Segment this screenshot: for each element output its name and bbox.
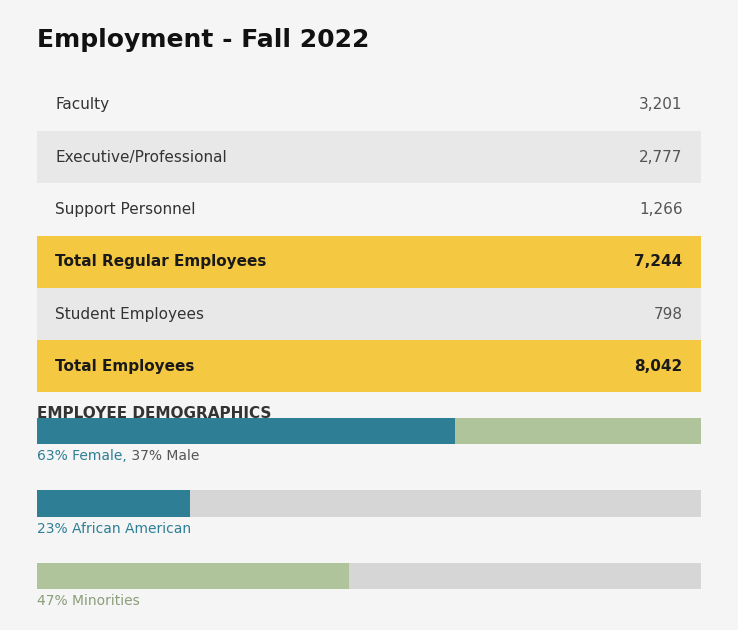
Bar bbox=[37, 79, 701, 131]
Bar bbox=[37, 490, 190, 517]
Text: 1,266: 1,266 bbox=[639, 202, 683, 217]
Bar bbox=[37, 418, 701, 444]
Text: Executive/Professional: Executive/Professional bbox=[55, 150, 227, 164]
Text: 798: 798 bbox=[654, 307, 683, 321]
Text: EMPLOYEE DEMOGRAPHICS: EMPLOYEE DEMOGRAPHICS bbox=[37, 406, 272, 421]
Text: 23% African American: 23% African American bbox=[37, 522, 191, 536]
Text: 47% Minorities: 47% Minorities bbox=[37, 594, 139, 608]
Text: Employment - Fall 2022: Employment - Fall 2022 bbox=[37, 28, 369, 52]
Bar bbox=[37, 236, 701, 288]
Bar bbox=[37, 288, 701, 340]
Bar bbox=[37, 563, 701, 589]
Text: Total Regular Employees: Total Regular Employees bbox=[55, 255, 266, 269]
Text: 3,201: 3,201 bbox=[639, 98, 683, 112]
Text: Total Employees: Total Employees bbox=[55, 359, 195, 374]
Bar bbox=[37, 131, 701, 183]
Text: 37% Male: 37% Male bbox=[127, 449, 199, 463]
Text: 2,777: 2,777 bbox=[639, 150, 683, 164]
Text: 63% Female,: 63% Female, bbox=[37, 449, 127, 463]
Text: 7,244: 7,244 bbox=[635, 255, 683, 269]
Bar bbox=[37, 183, 701, 236]
Text: Support Personnel: Support Personnel bbox=[55, 202, 196, 217]
Text: 8,042: 8,042 bbox=[635, 359, 683, 374]
Bar bbox=[37, 490, 701, 517]
Text: Student Employees: Student Employees bbox=[55, 307, 204, 321]
Bar bbox=[37, 340, 701, 392]
Bar bbox=[37, 563, 349, 589]
Bar bbox=[37, 418, 455, 444]
Text: Faculty: Faculty bbox=[55, 98, 109, 112]
